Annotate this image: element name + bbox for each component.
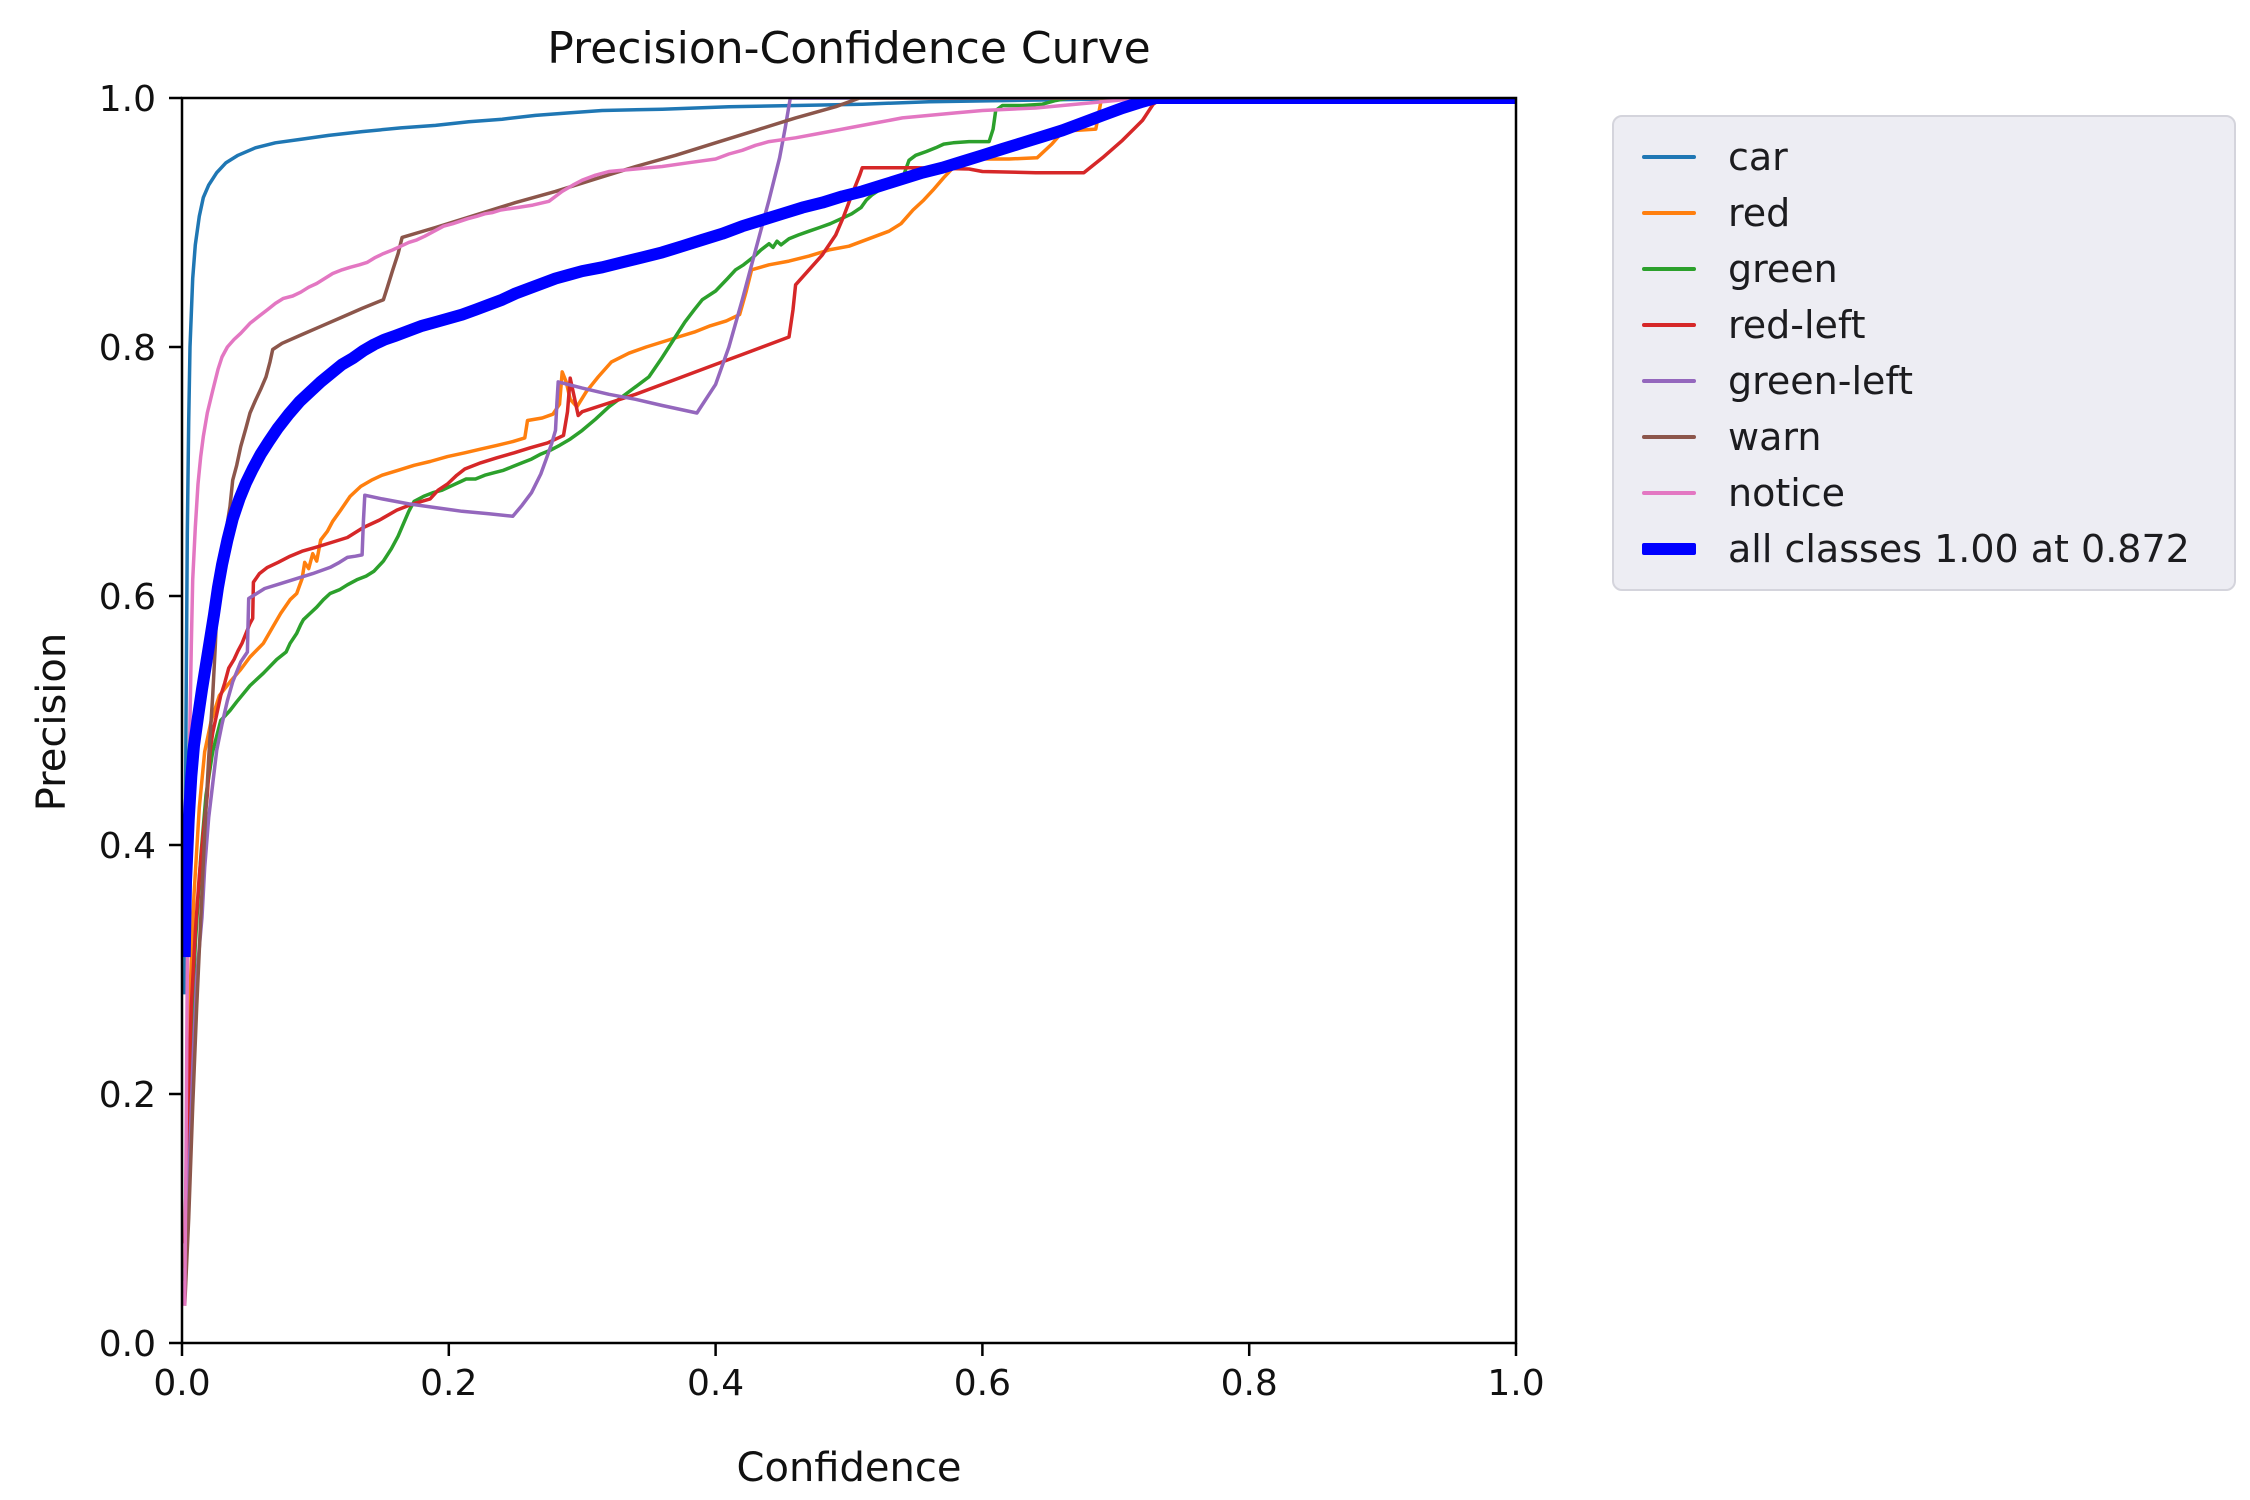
chart-title: Precision-Confidence Curve: [547, 23, 1151, 74]
series-line-warn: [182, 98, 1516, 1306]
legend-line-swatch: [1642, 210, 1696, 216]
legend-line-swatch: [1642, 378, 1696, 384]
legend-line-swatch: [1642, 154, 1696, 160]
legend-item-1: red: [1624, 185, 2224, 241]
series-line-car: [182, 98, 1516, 995]
x-tick-label-5: 1.0: [1487, 1363, 1544, 1404]
legend-item-3: red-left: [1624, 297, 2224, 353]
legend-label: red-left: [1728, 303, 1866, 347]
legend-label: warn: [1728, 415, 1822, 459]
legend-label: notice: [1728, 471, 1846, 515]
axes-spines: [180, 96, 1518, 1345]
legend-item-7: all classes 1.00 at 0.872: [1624, 521, 2224, 577]
legend-item-0: car: [1624, 129, 2224, 185]
y-tick-label-3: 0.6: [99, 577, 156, 618]
legend-label: car: [1728, 135, 1788, 179]
y-tick-label-1: 0.2: [99, 1075, 156, 1116]
legend-label: all classes 1.00 at 0.872: [1728, 527, 2190, 571]
x-tick-label-1: 0.2: [420, 1363, 477, 1404]
legend-line-swatch: [1642, 322, 1696, 328]
y-tick-label-5: 1.0: [99, 79, 156, 120]
series-line-green-left: [182, 98, 1516, 1294]
series-line-red: [182, 98, 1516, 1269]
y-tick-label-2: 0.4: [99, 826, 156, 867]
x-tick-label-2: 0.4: [687, 1363, 744, 1404]
legend-item-6: notice: [1624, 465, 2224, 521]
legend-item-4: green-left: [1624, 353, 2224, 409]
x-axis-label: Confidence: [736, 1445, 962, 1491]
legend-line-swatch: [1642, 490, 1696, 496]
x-tick-label-3: 0.6: [954, 1363, 1011, 1404]
legend-box: car red green red-left green-left warn notice a…: [1612, 115, 2236, 591]
legend-item-2: green: [1624, 241, 2224, 297]
legend-line-swatch: [1642, 266, 1696, 272]
legend-item-5: warn: [1624, 409, 2224, 465]
legend-line-swatch: [1642, 434, 1696, 440]
legend-label: red: [1728, 191, 1791, 235]
series-line-all-classes: [182, 98, 1516, 958]
y-tick-label-4: 0.8: [99, 328, 156, 369]
y-tick-label-0: 0.0: [99, 1324, 156, 1365]
x-tick-label-0: 0.0: [153, 1363, 210, 1404]
legend-label: green: [1728, 247, 1838, 291]
y-axis-label: Precision: [29, 632, 75, 812]
x-tick-label-4: 0.8: [1221, 1363, 1278, 1404]
series-line-notice: [182, 98, 1516, 1306]
series-line-red-left: [182, 98, 1516, 1244]
legend-label: green-left: [1728, 359, 1914, 403]
legend-line-swatch: [1642, 543, 1696, 555]
series-line-green: [182, 98, 1516, 1281]
